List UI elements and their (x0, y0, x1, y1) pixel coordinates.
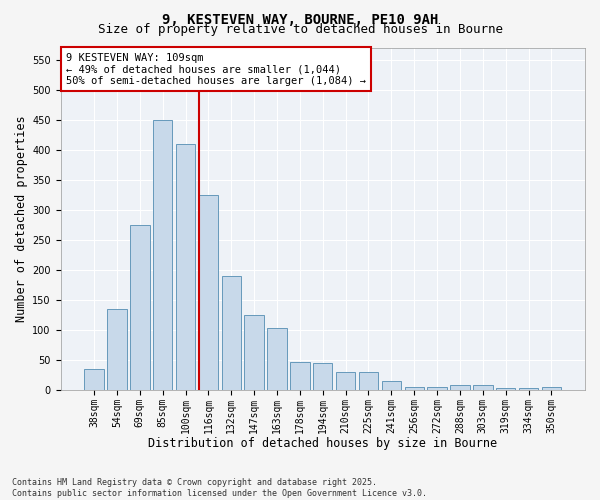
Bar (130, 224, 149, 390)
Bar (382, 381, 401, 390)
Bar (290, 362, 310, 390)
Text: 9 KESTEVEN WAY: 109sqm
← 49% of detached houses are smaller (1,044)
50% of semi-: 9 KESTEVEN WAY: 109sqm ← 49% of detached… (66, 52, 366, 86)
Text: 9, KESTEVEN WAY, BOURNE, PE10 9AH: 9, KESTEVEN WAY, BOURNE, PE10 9AH (162, 12, 438, 26)
Bar (473, 384, 493, 390)
Bar (85, 369, 104, 390)
Bar (542, 387, 561, 390)
X-axis label: Distribution of detached houses by size in Bourne: Distribution of detached houses by size … (148, 437, 497, 450)
Bar (313, 363, 332, 390)
Bar (107, 309, 127, 390)
Bar (268, 328, 287, 390)
Text: Contains HM Land Registry data © Crown copyright and database right 2025.
Contai: Contains HM Land Registry data © Crown c… (12, 478, 427, 498)
Bar (199, 194, 218, 390)
Text: Size of property relative to detached houses in Bourne: Size of property relative to detached ho… (97, 22, 503, 36)
Bar (427, 387, 447, 390)
Bar (496, 388, 515, 390)
Bar (359, 372, 378, 390)
Bar (221, 276, 241, 390)
Y-axis label: Number of detached properties: Number of detached properties (15, 116, 28, 322)
Bar (153, 120, 172, 390)
Bar (244, 315, 264, 390)
Bar (519, 388, 538, 390)
Bar (336, 372, 355, 390)
Bar (404, 387, 424, 390)
Bar (450, 384, 470, 390)
Bar (176, 144, 195, 390)
